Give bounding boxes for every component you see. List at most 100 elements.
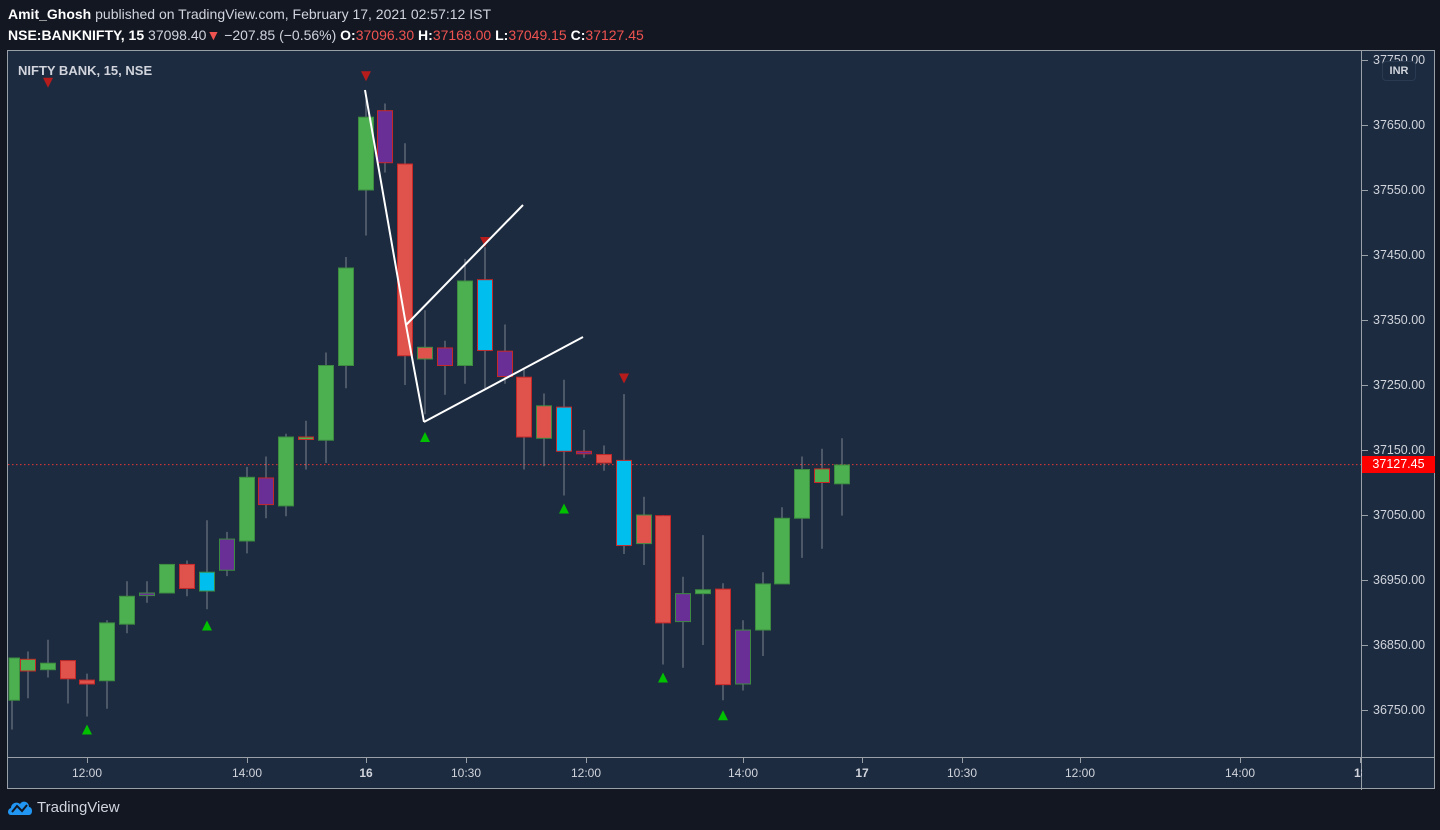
low-value: 37049.15 xyxy=(508,27,567,43)
candle xyxy=(258,456,274,519)
time-tick-label: 10:30 xyxy=(946,766,978,780)
candle xyxy=(794,456,810,558)
candle xyxy=(278,433,294,517)
trend-line-drawing[interactable] xyxy=(405,204,524,326)
time-tick-label: 12:00 xyxy=(71,766,103,780)
sell-signal-icon xyxy=(480,237,490,247)
price-tick-label: 37550.00 xyxy=(1373,183,1426,197)
candle xyxy=(497,324,513,384)
tradingview-brand[interactable]: TradingView xyxy=(7,798,120,816)
candle xyxy=(755,572,771,657)
time-tick-mark xyxy=(366,758,367,763)
time-tick-label: 14:00 xyxy=(727,766,759,780)
candle xyxy=(774,507,790,585)
trend-line-drawing[interactable] xyxy=(423,336,584,423)
candle xyxy=(159,563,175,594)
down-arrow-icon: ▼ xyxy=(206,27,221,43)
candle xyxy=(40,639,56,678)
candle xyxy=(298,420,314,470)
trend-line-drawing[interactable] xyxy=(364,89,425,423)
candle xyxy=(79,673,95,717)
time-tick-mark xyxy=(466,758,467,763)
time-tick-label: 12:00 xyxy=(1064,766,1096,780)
price-tick-label: 36750.00 xyxy=(1373,703,1426,717)
candle xyxy=(655,515,671,665)
close-label: C: xyxy=(570,27,586,43)
open-value: 37096.30 xyxy=(355,27,415,43)
time-tick-label: 10:30 xyxy=(450,766,482,780)
candle xyxy=(377,103,393,173)
high-label: H: xyxy=(418,27,433,43)
candle xyxy=(556,379,572,496)
author-name[interactable]: Amit_Ghosh xyxy=(8,6,92,22)
price-tick-label: 36950.00 xyxy=(1373,573,1426,587)
time-axis[interactable] xyxy=(7,758,1435,789)
time-tick-mark xyxy=(586,758,587,763)
close-value: 37127.45 xyxy=(585,27,644,43)
open-label: O: xyxy=(340,27,356,43)
time-tick-label: 12:00 xyxy=(570,766,602,780)
candle xyxy=(358,92,374,236)
candle xyxy=(397,143,413,385)
candle xyxy=(715,583,731,701)
sell-signal-icon xyxy=(43,77,53,88)
candle xyxy=(8,657,20,730)
time-tick-mark xyxy=(962,758,963,763)
candle xyxy=(735,620,751,691)
candle xyxy=(199,520,215,610)
candle xyxy=(477,247,493,389)
price-tick-mark xyxy=(1362,580,1368,581)
price-tick-mark xyxy=(1362,710,1368,711)
brand-name: TradingView xyxy=(37,798,120,816)
buy-signal-icon xyxy=(420,432,430,442)
time-tick-label: 14:00 xyxy=(231,766,263,780)
buy-signal-icon xyxy=(559,503,569,514)
time-tick-label: 18 xyxy=(1354,766,1362,780)
chart-symbol-label: NIFTY BANK, 15, NSE xyxy=(18,63,153,78)
published-text: published on TradingView.com, February 1… xyxy=(91,6,492,22)
symbol-name: NSE:BANKNIFTY, 15 xyxy=(8,27,145,43)
time-tick-mark xyxy=(247,758,248,763)
candle xyxy=(516,368,532,470)
time-tick-label: 17 xyxy=(855,766,869,780)
price-tick-label: 37450.00 xyxy=(1373,248,1426,262)
price-tick-label: 37050.00 xyxy=(1373,508,1426,522)
candle xyxy=(99,620,115,709)
candle xyxy=(179,560,195,597)
time-tick-mark xyxy=(862,758,863,763)
candle xyxy=(338,256,354,389)
time-tick-mark xyxy=(1080,758,1081,763)
price-tick-mark xyxy=(1362,645,1368,646)
price-change: −207.85 (−0.56%) xyxy=(224,27,337,43)
candle xyxy=(814,448,830,549)
time-axis-divider xyxy=(7,757,1435,758)
time-tick-label: 14:00 xyxy=(1224,766,1256,780)
price-tick-mark xyxy=(1362,320,1368,321)
price-tick-mark xyxy=(1362,515,1368,516)
symbol-info-line: NSE:BANKNIFTY, 15 37098.40▼ −207.85 (−0.… xyxy=(8,27,644,43)
candle xyxy=(139,581,155,603)
currency-badge[interactable]: INR xyxy=(1382,61,1416,81)
low-label: L: xyxy=(495,27,509,43)
price-tick-mark xyxy=(1362,450,1368,451)
sell-signal-icon xyxy=(361,71,371,82)
buy-signal-icon xyxy=(82,724,92,735)
price-tick-mark xyxy=(1362,125,1368,126)
candle xyxy=(318,352,334,463)
candle xyxy=(437,340,453,395)
candle xyxy=(119,581,135,634)
time-tick-mark xyxy=(87,758,88,763)
candle xyxy=(60,660,76,704)
candle xyxy=(219,531,235,577)
high-value: 37168.00 xyxy=(432,27,492,43)
candle xyxy=(457,258,473,384)
buy-signal-icon xyxy=(718,710,728,721)
time-tick-mark xyxy=(743,758,744,763)
price-axis-divider xyxy=(1361,50,1362,790)
price-tick-label: 37350.00 xyxy=(1373,313,1426,327)
candle xyxy=(576,429,592,458)
price-tick-label: 36850.00 xyxy=(1373,638,1426,652)
candle xyxy=(695,535,711,645)
price-tick-mark xyxy=(1362,60,1368,61)
